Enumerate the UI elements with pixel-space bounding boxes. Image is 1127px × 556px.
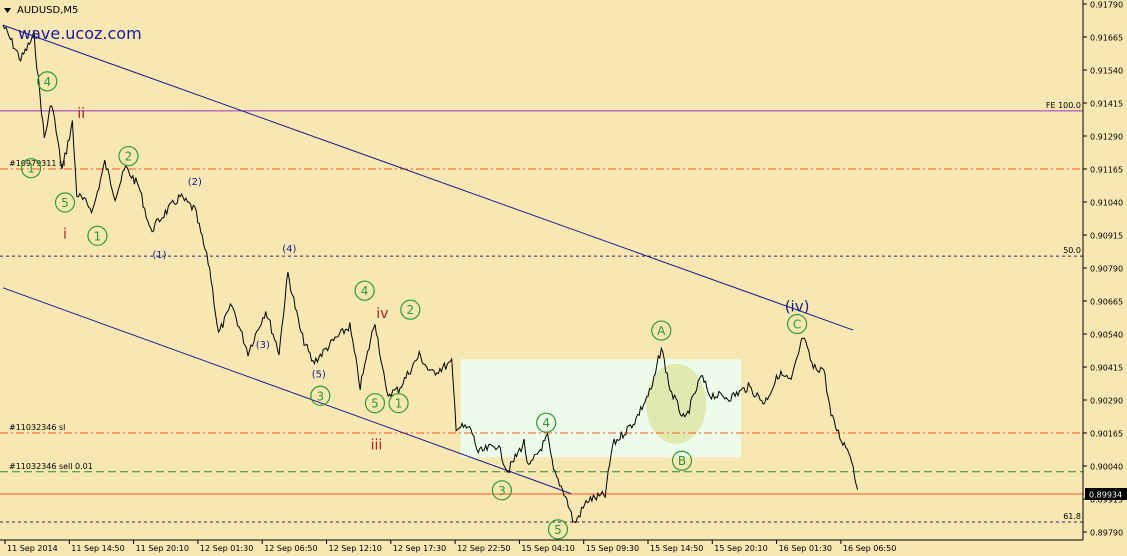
- wave-label: 4: [43, 75, 51, 89]
- price-tick-label: 0.90040: [1090, 463, 1123, 472]
- time-tick-label: 16 Sep 01:30: [779, 544, 832, 553]
- time-tick-label: 15 Sep 20:10: [714, 544, 767, 553]
- wave-label-circle: [786, 313, 808, 335]
- price-tick-label: 0.89790: [1090, 529, 1123, 538]
- wave-label-circle: [651, 320, 672, 341]
- wave-label: A: [657, 324, 666, 338]
- wave-label-circle: [364, 393, 386, 414]
- wave-label-circle: [671, 450, 693, 471]
- time-tick-label: 15 Sep 09:30: [586, 544, 639, 553]
- price-tick-label: 0.91540: [1090, 67, 1123, 76]
- time-axis: 11 Sep 2014 11 Sep 14:50 11 Sep 20:10 12 Se…: [4, 540, 896, 553]
- wave-label-circle: [547, 519, 569, 540]
- price-tick-label: 0.91790: [1090, 1, 1123, 10]
- wave-label: 4: [361, 284, 369, 298]
- wave-label-circle: [20, 158, 42, 179]
- time-tick-label: 12 Sep 12:10: [329, 544, 382, 553]
- price-tick-label: 0.91665: [1090, 34, 1123, 43]
- time-tick-label: 16 Sep 06:50: [843, 544, 896, 553]
- price-tick-label: 0.90665: [1090, 298, 1123, 307]
- time-tick-label: 12 Sep 22:50: [457, 544, 510, 553]
- price-series: [2, 24, 859, 524]
- time-tick-label: 11 Sep 14:50: [71, 544, 124, 553]
- level-label: FE 100.0: [1046, 101, 1081, 110]
- wave-label: 2: [125, 150, 133, 164]
- wave-label-circle: [400, 299, 421, 320]
- wave-label: 5: [554, 523, 562, 537]
- price-tick-label: 0.91290: [1090, 133, 1123, 142]
- wave-label: (iv): [785, 297, 810, 315]
- price-axis: 0.91790 0.91665 0.91540 0.91415 0.91290 0.911…: [1083, 1, 1127, 538]
- time-tick-label: 12 Sep 17:30: [393, 544, 446, 553]
- wave-label-circle: [536, 412, 557, 433]
- price-tick-label: 0.90790: [1090, 265, 1123, 274]
- wave-label: 2: [407, 303, 415, 317]
- wave-label: 5: [61, 196, 69, 210]
- time-tick-label: 12 Sep 06:50: [264, 544, 317, 553]
- time-tick-label: 12 Sep 01:30: [200, 544, 253, 553]
- wave-label-circle: [87, 225, 108, 246]
- time-tick-label: 11 Sep 20:10: [136, 544, 189, 553]
- wave-label: (4): [282, 244, 296, 255]
- wave-label: (2): [188, 177, 202, 188]
- wave-label: i: [63, 227, 67, 243]
- channel-line: [2, 287, 572, 495]
- wave-label: iv: [376, 306, 388, 322]
- wave-label: 1: [27, 162, 35, 176]
- wave-label: 1: [395, 397, 403, 411]
- price-tick-label: 0.91165: [1090, 166, 1123, 175]
- price-tick-label: 0.89915: [1090, 496, 1123, 505]
- price-tick-label: 0.91415: [1090, 100, 1123, 109]
- price-tick-label: 0.90165: [1090, 430, 1123, 439]
- wave-label: (3): [256, 340, 270, 351]
- time-tick-label: 11 Sep 2014: [7, 544, 58, 553]
- current-price-box: [1085, 487, 1127, 500]
- price-tick-label: 0.90540: [1090, 331, 1123, 340]
- wave-label: C: [793, 317, 801, 331]
- wave-label-circle: [54, 192, 76, 213]
- wave-label: ii: [77, 106, 85, 122]
- current-price-label: 0.89934: [1089, 490, 1122, 499]
- wave-label-circle: [118, 145, 139, 167]
- wave-label: 4: [542, 416, 550, 430]
- level-label: #11032346 sl: [9, 423, 65, 432]
- wave-label-circle: [388, 393, 409, 414]
- wave-label-circle: [310, 385, 331, 406]
- wave-label: 5: [371, 397, 379, 411]
- level-label: #10979311 sl: [9, 159, 65, 168]
- horizontal-levels: FE 100.0 #10979311 sl 50.0 #11032346 sl #110…: [0, 101, 1083, 523]
- wave-label: (1): [152, 250, 166, 261]
- wave-label: B: [678, 454, 686, 468]
- level-label: 61.8: [1063, 512, 1081, 521]
- wave-label-circle: [37, 71, 58, 92]
- trend-channel: [2, 24, 854, 495]
- channel-line: [2, 24, 854, 331]
- watermark-text: wave.ucoz.com: [18, 24, 142, 43]
- level-label: 50.0: [1063, 246, 1081, 255]
- level-label: #11032346 sell 0.01: [9, 462, 93, 471]
- wave-label: 3: [317, 389, 325, 403]
- wave-label: 1: [94, 229, 102, 243]
- time-tick-label: 15 Sep 14:50: [650, 544, 703, 553]
- price-tick-label: 0.91040: [1090, 199, 1123, 208]
- chart-menu-triangle-icon[interactable]: [4, 8, 11, 13]
- wave-label-circle: [354, 280, 375, 301]
- price-tick-label: 0.90915: [1090, 232, 1123, 241]
- highlight-zone: [460, 359, 741, 458]
- price-tick-label: 0.90290: [1090, 397, 1123, 406]
- highlight-ellipse: [646, 363, 707, 444]
- price-tick-label: 0.90415: [1090, 364, 1123, 373]
- price-line: [2, 24, 859, 524]
- wave-labels: 4 ii 2 (2) 1 5 i 1 (1) (4) 4 iv 2 (3) (5) 3 5 1 iii 4 3 5 A B (i…: [20, 71, 810, 540]
- time-tick-label: 15 Sep 04:10: [521, 544, 574, 553]
- wave-label-circle: [491, 480, 512, 501]
- wave-label: (5): [312, 369, 326, 380]
- wave-label: iii: [371, 437, 383, 453]
- symbol-label: AUDUSD,M5: [17, 5, 78, 16]
- wave-label: 3: [498, 484, 506, 498]
